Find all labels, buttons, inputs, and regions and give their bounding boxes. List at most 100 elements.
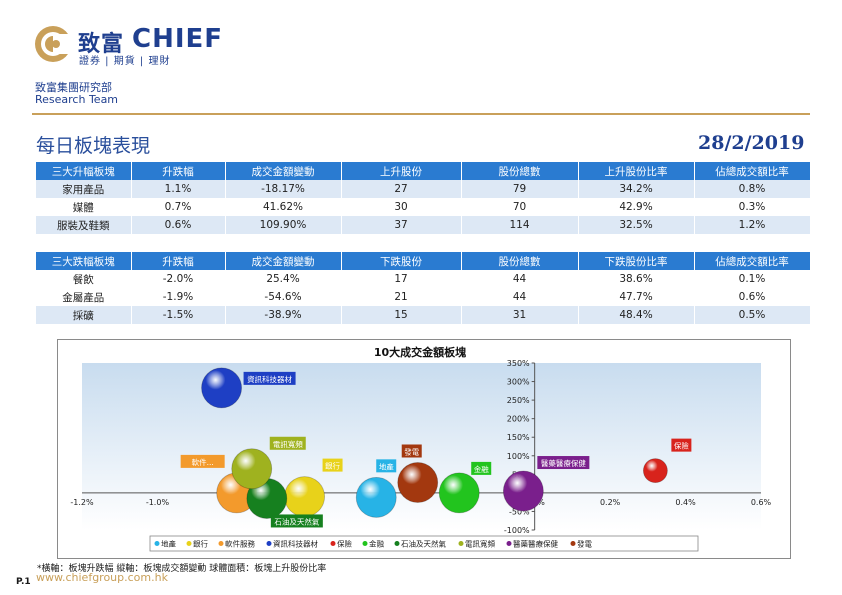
table-cell: -54.6%	[225, 288, 342, 306]
bubble-label: 石油及天然氣	[274, 516, 319, 526]
table-cell: 27	[341, 180, 462, 198]
table-cell: 79	[461, 180, 579, 198]
legend-label: 資訊科技器材	[273, 539, 318, 549]
table-cell: 32.5%	[578, 216, 695, 234]
table-cell: 0.6%	[131, 216, 226, 234]
column-header: 上升股份	[341, 162, 462, 180]
table-cell: 家用產品	[36, 180, 132, 198]
x-tick-label: 0.2%	[600, 498, 621, 507]
table-cell: 15	[341, 306, 462, 324]
x-tick-label: 0.4%	[675, 498, 696, 507]
chart-legend: 地產 銀行 軟件服務 資訊科技器材 保險 金融 石油及天然氣 電訊寬頻 醫藥醫療保健 發電	[149, 535, 699, 552]
bubble-label-box	[471, 461, 492, 475]
column-header: 升跌幅	[131, 252, 226, 270]
bubble-label-box	[376, 459, 397, 473]
page-number: P.1	[16, 577, 31, 587]
bubble-9[interactable]	[397, 462, 439, 503]
bubble-7[interactable]	[231, 448, 273, 490]
table-cell: 30	[341, 198, 462, 216]
bubble-0[interactable]	[355, 476, 397, 518]
table-cell: 42.9%	[578, 198, 695, 216]
table-cell: 服裝及鞋類	[36, 216, 132, 234]
website-link[interactable]: www.chiefgroup.com.hk	[36, 571, 168, 584]
brand-tagline: 證券 | 期貨 | 理財	[79, 56, 171, 67]
legend-marker	[154, 541, 160, 546]
column-header: 佔總成交額比率	[694, 252, 811, 270]
legend-marker	[362, 541, 368, 546]
legend-marker	[394, 541, 400, 546]
bubble-label: 醫藥醫療保健	[541, 458, 586, 468]
column-header: 佔總成交額比率	[694, 162, 811, 180]
table-cell: 109.90%	[225, 216, 342, 234]
table-cell: -1.5%	[131, 306, 226, 324]
bubble-label-box	[270, 514, 323, 528]
bubble-label: 電訊寬頻	[273, 439, 303, 449]
bubble-label-box	[180, 454, 225, 468]
legend-marker	[186, 541, 192, 546]
table-cell: 25.4%	[225, 270, 342, 288]
bubble-label-box	[671, 438, 692, 452]
y-tick-label: 200%	[507, 415, 530, 424]
bubble-3[interactable]	[201, 367, 242, 409]
legend-marker	[266, 541, 272, 546]
table-cell: 餐飲	[36, 270, 132, 288]
bubble-8[interactable]	[502, 470, 544, 512]
bubble-1[interactable]	[284, 476, 325, 518]
legend-label: 石油及天然氣	[401, 539, 446, 549]
column-header: 下跌股份	[341, 252, 462, 270]
top-losers-table: 三大跌幅板塊 升跌幅 成交金額變動 下跌股份 股份總數 下跌股份比率 佔總成交額…	[36, 252, 811, 324]
legend-label: 地產	[161, 539, 176, 549]
legend-marker	[458, 541, 464, 546]
legend-marker	[570, 541, 576, 546]
table-row: 服裝及鞋類 0.6% 109.90% 37 114 32.5% 1.2%	[36, 216, 811, 234]
table-cell: 0.1%	[694, 270, 811, 288]
column-header: 三大跌幅板塊	[36, 252, 132, 270]
table-row: 媒體 0.7% 41.62% 30 70 42.9% 0.3%	[36, 198, 811, 216]
table-cell: 21	[341, 288, 462, 306]
brand-name-english: CHIEF	[132, 24, 224, 54]
bubble-label: 銀行	[325, 461, 340, 471]
column-header: 下跌股份比率	[578, 252, 695, 270]
brand-name-chinese: 致富	[78, 32, 125, 57]
legend-label: 軟件服務	[225, 539, 255, 549]
table-cell: 48.4%	[578, 306, 695, 324]
table-cell: -18.17%	[225, 180, 342, 198]
legend-marker	[218, 541, 224, 546]
table-cell: 41.62%	[225, 198, 342, 216]
table-header-row: 三大跌幅板塊 升跌幅 成交金額變動 下跌股份 股份總數 下跌股份比率 佔總成交額…	[36, 252, 811, 270]
table-cell: -2.0%	[131, 270, 226, 288]
x-tick-label: -1.0%	[146, 498, 170, 507]
column-header: 上升股份比率	[578, 162, 695, 180]
y-tick-label: 250%	[507, 396, 530, 405]
y-tick-label: 350%	[507, 359, 530, 368]
department-label: 致富集團研究部	[35, 81, 112, 94]
bubble-5[interactable]	[438, 472, 480, 514]
bubble-label: 發電	[404, 447, 419, 456]
table-cell: 0.6%	[694, 288, 811, 306]
x-tick-label: -1.2%	[70, 498, 94, 507]
bubble-label: 資訊科技器材	[247, 374, 292, 384]
bubble-label-box	[401, 444, 422, 458]
table-cell: 0.8%	[694, 180, 811, 198]
table-cell: 37	[341, 216, 462, 234]
column-header: 成交金額變動	[225, 252, 342, 270]
table-header-row: 三大升幅板塊 升跌幅 成交金額變動 上升股份 股份總數 上升股份比率 佔總成交額…	[36, 162, 811, 180]
y-tick-label: -50%	[509, 507, 530, 516]
bubble-label-box	[322, 458, 343, 472]
chart-footnote: *橫軸：板塊升跌幅 縱軸：板塊成交額變動 球體面積：板塊上升股份比率	[37, 564, 327, 574]
y-tick-label: 300%	[507, 378, 530, 387]
table-cell: 114	[461, 216, 579, 234]
bubble-label: 地產	[379, 461, 394, 471]
bubble-4[interactable]	[642, 458, 668, 484]
page-title: 每日板塊表現	[36, 135, 151, 157]
chief-logo-icon	[35, 26, 73, 62]
table-cell: 1.1%	[131, 180, 226, 198]
legend-marker	[330, 541, 336, 546]
column-header: 成交金額變動	[225, 162, 342, 180]
bubble-chart-svg: 10大成交金額板塊 -1.2%-1.0%-0.8%-0.6%-0.4%-0.2%…	[70, 345, 772, 552]
bubble-label-box	[243, 371, 296, 385]
y-tick-label: -100%	[504, 526, 530, 535]
table-cell: 17	[341, 270, 462, 288]
table-cell: 31	[461, 306, 579, 324]
